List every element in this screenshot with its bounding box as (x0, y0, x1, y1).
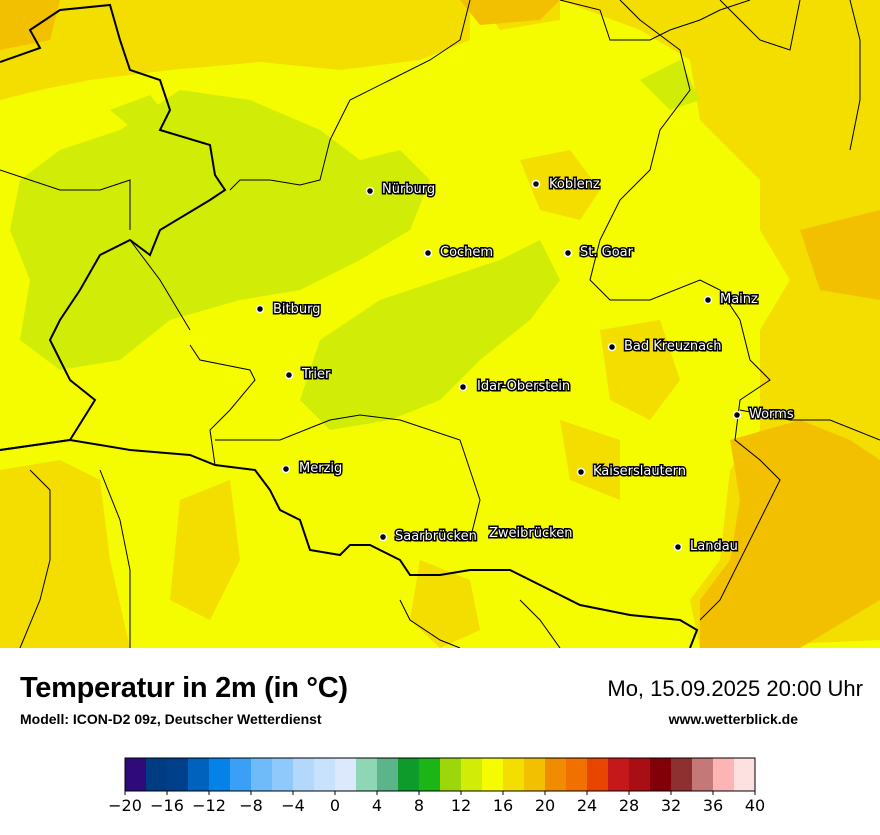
legend-tick-label: −20 (108, 796, 142, 815)
legend-swatch (587, 758, 609, 791)
legend-swatch (146, 758, 168, 791)
legend-swatch (650, 758, 672, 791)
legend-tick-label: 20 (535, 796, 555, 815)
legend-tick-label: −12 (192, 796, 226, 815)
legend-swatch (671, 758, 693, 791)
legend-frame (124, 757, 756, 792)
city-zweibrucken[interactable]: Zweibrücken (488, 525, 574, 543)
temperature-zones-20-22 (0, 0, 880, 648)
legend-swatch (713, 758, 735, 791)
legend-swatch (230, 758, 252, 791)
city-landau[interactable]: Landau (673, 538, 739, 556)
city-trier[interactable]: Trier (284, 366, 332, 384)
legend-tick-label: 4 (372, 796, 382, 815)
legend-swatch (482, 758, 504, 791)
legend-tick-label: 28 (619, 796, 639, 815)
legend-swatch (167, 758, 189, 791)
city-label: Bitburg (273, 302, 321, 317)
legend-swatch (377, 758, 399, 791)
legend-swatch (398, 758, 420, 791)
legend-swatch (734, 758, 756, 791)
city-label: Landau (690, 539, 738, 554)
legend-swatch (356, 758, 378, 791)
valid-datetime: Mo, 15.09.2025 20:00 Uhr (607, 676, 863, 701)
city-label: Mainz (720, 292, 758, 307)
city-label: Merzig (299, 461, 342, 476)
legend-tick-label: −8 (239, 796, 263, 815)
legend-swatch (335, 758, 357, 791)
city-label: Saarbrücken (395, 529, 477, 544)
map-title: Temperatur in 2m (in °C) (20, 672, 348, 704)
legend-swatch (293, 758, 315, 791)
city-label: St. Goar (580, 245, 634, 260)
legend-canvas: −20 −16 −12 −8 −4 0 4 8 12 16 20 24 28 32 36 40 (108, 757, 765, 815)
legend-tick-label: 36 (703, 796, 723, 815)
legend-tick-label: −16 (150, 796, 184, 815)
legend-swatch (608, 758, 630, 791)
city-label: Nürburg (382, 182, 435, 197)
legend-swatch (524, 758, 546, 791)
website-link[interactable]: www.wetterblick.de (668, 711, 798, 727)
city-koblenz[interactable]: Koblenz (531, 176, 601, 194)
legend-swatch (314, 758, 336, 791)
legend-swatch (566, 758, 588, 791)
color-legend: −20 −16 −12 −8 −4 0 4 8 12 16 20 24 28 32 36 40 (0, 754, 880, 830)
city-label: Worms (749, 407, 794, 422)
state-borders (0, 0, 880, 649)
legend-tick-label: 32 (661, 796, 681, 815)
legend-tick-label: −4 (281, 796, 305, 815)
legend-tick-label: 16 (493, 796, 513, 815)
legend-tick-label: 40 (745, 796, 765, 815)
legend-swatch (272, 758, 294, 791)
legend-swatch (629, 758, 651, 791)
city-st-goar[interactable]: St. Goar (563, 244, 635, 262)
city-cochem[interactable]: Cochem (423, 244, 495, 262)
legend-swatch (251, 758, 273, 791)
map-footer: Temperatur in 2m (in °C) Modell: ICON-D2… (0, 648, 880, 830)
city-bad-kreuznach[interactable]: Bad Kreuznach (607, 338, 723, 356)
legend-swatch (503, 758, 525, 791)
city-label: Bad Kreuznach (624, 339, 722, 354)
city-idar-oberstein[interactable]: Idar-Oberstein (458, 378, 572, 396)
country-borders (0, 3, 699, 649)
legend-tick-label: 24 (577, 796, 597, 815)
temperature-map[interactable]: Nürburg Koblenz Cochem St. Goar Bitburg … (0, 0, 880, 649)
city-label: Idar-Oberstein (477, 379, 570, 394)
city-label: Trier (301, 367, 331, 382)
legend-tick-label: 0 (330, 796, 340, 815)
legend-swatch (209, 758, 231, 791)
city-mainz[interactable]: Mainz (703, 291, 760, 309)
legend-swatch (461, 758, 483, 791)
city-markers: Nürburg Koblenz Cochem St. Goar Bitburg … (255, 176, 795, 556)
legend-swatch (692, 758, 714, 791)
city-nurburg[interactable]: Nürburg (365, 181, 437, 199)
model-info: Modell: ICON-D2 09z, Deutscher Wetterdie… (20, 711, 322, 727)
legend-swatch (419, 758, 441, 791)
legend-tick-label: 8 (414, 796, 424, 815)
legend-ticks: −20 −16 −12 −8 −4 0 4 8 12 16 20 24 28 32 36 40 (108, 791, 765, 815)
city-kaiserslautern[interactable]: Kaiserslautern (576, 463, 688, 481)
legend-swatches (124, 757, 756, 792)
legend-tick-label: 12 (451, 796, 471, 815)
legend-swatch (440, 758, 462, 791)
legend-swatch (125, 758, 147, 791)
legend-swatch (545, 758, 567, 791)
city-worms[interactable]: Worms (732, 406, 795, 424)
map-canvas: Nürburg Koblenz Cochem St. Goar Bitburg … (0, 0, 880, 649)
city-label: Koblenz (549, 177, 600, 192)
city-bitburg[interactable]: Bitburg (255, 301, 322, 319)
city-label: Cochem (440, 245, 493, 260)
city-saarbrucken[interactable]: Saarbrücken (378, 528, 478, 546)
city-label: Kaiserslautern (593, 464, 686, 479)
city-label: Zweibrücken (489, 526, 572, 541)
legend-swatch (188, 758, 210, 791)
city-merzig[interactable]: Merzig (281, 460, 344, 478)
